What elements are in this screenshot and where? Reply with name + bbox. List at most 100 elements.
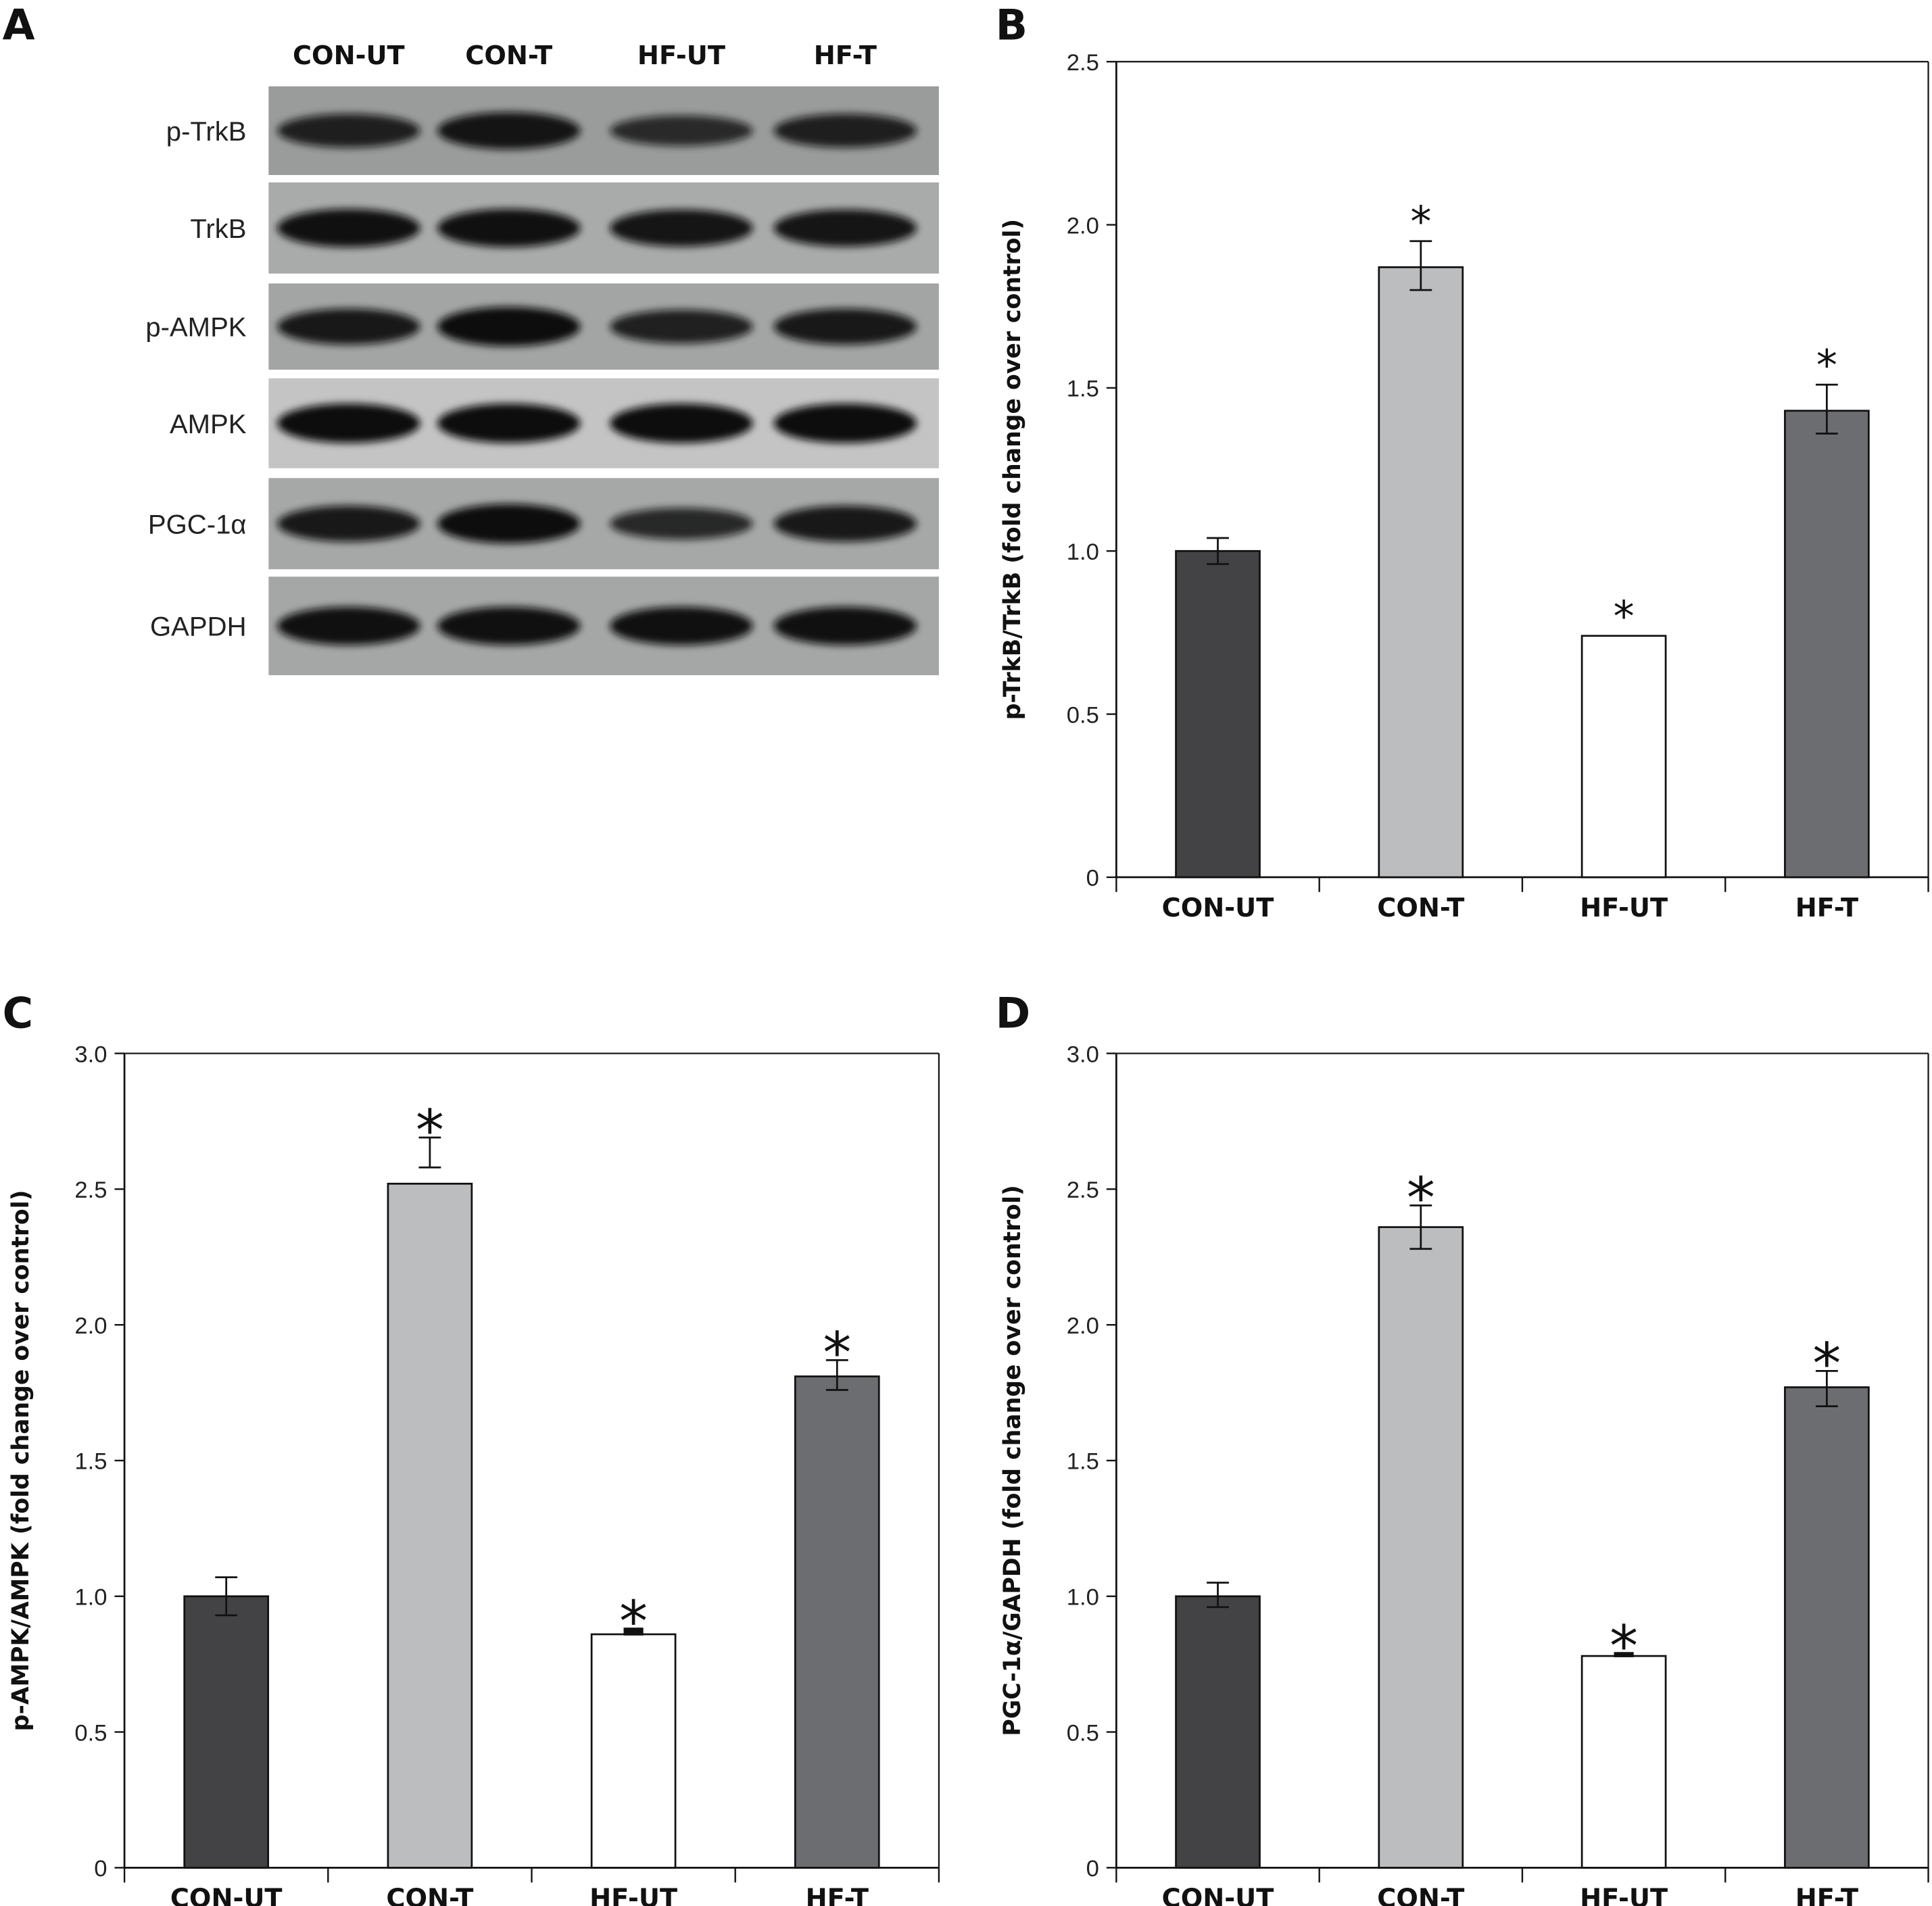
- y-tick-label: 1.0: [1067, 1585, 1099, 1611]
- y-tick-label: 0.5: [1067, 1720, 1099, 1746]
- blot-band: [277, 208, 420, 247]
- y-tick-label: 1.5: [1067, 376, 1099, 402]
- x-tick-label: CON-UT: [1162, 1884, 1274, 1906]
- significance-marker: *: [1407, 1165, 1435, 1231]
- significance-marker: *: [1410, 197, 1431, 246]
- y-axis-label: p-AMPK/AMPK (fold change over control): [7, 1190, 34, 1732]
- y-tick-label: 3.0: [74, 1042, 107, 1067]
- blot-band: [773, 606, 917, 645]
- blot-band: [773, 209, 917, 247]
- significance-marker: *: [416, 1097, 444, 1163]
- panel-label-d: D: [996, 988, 1030, 1037]
- y-axis-label: PGC-1α/GAPDH (fold change over control): [999, 1185, 1026, 1736]
- lane-label: CON-UT: [293, 41, 405, 71]
- bar-con-t: [387, 1182, 473, 1869]
- panel-label-c: C: [3, 988, 33, 1037]
- bar-hf-t: [1784, 410, 1870, 879]
- blot-row-label: GAPDH: [150, 612, 247, 642]
- bar-hf-ut: [1580, 1655, 1667, 1869]
- x-tick-label: HF-T: [1795, 1884, 1858, 1906]
- bar-hf-t: [1784, 1386, 1870, 1869]
- chart-c: 0 0.5 1.0 1.5 2.0 2.5 3.0 p-AMPK/AMPK (fold cha…: [7, 1042, 940, 1906]
- blot-band: [610, 115, 753, 146]
- significance-marker: *: [1610, 1613, 1638, 1679]
- blot-band: [277, 606, 420, 645]
- blot-band: [437, 306, 581, 347]
- blot-band: [277, 308, 420, 345]
- y-tick-label: 1.5: [74, 1449, 107, 1475]
- x-tick-label: HF-T: [1795, 893, 1858, 923]
- lane-label: CON-T: [465, 41, 552, 71]
- blot-band: [773, 506, 917, 542]
- bar-con-ut: [1175, 549, 1261, 879]
- blot-band: [610, 606, 753, 645]
- blot-row-label: AMPK: [170, 410, 247, 439]
- y-tick-label: 0.5: [1067, 702, 1099, 728]
- bar-hf-t: [794, 1375, 880, 1869]
- y-tick-label: 1.0: [74, 1585, 107, 1611]
- blot-band: [437, 112, 581, 149]
- significance-marker: *: [823, 1320, 851, 1386]
- western-blot: CON-UT CON-T HF-UT HF-T p-TrkB TrkB p-AMPK AMPK…: [145, 41, 939, 675]
- significance-marker: *: [1812, 1331, 1841, 1397]
- blot-band: [773, 114, 917, 148]
- y-tick-label: 2.5: [1067, 50, 1099, 76]
- blot-band: [437, 208, 581, 247]
- x-tick-label: HF-T: [806, 1884, 869, 1906]
- blot-band: [610, 508, 753, 540]
- y-tick-label: 2.0: [1067, 1313, 1099, 1339]
- bar-hf-ut: [590, 1633, 677, 1869]
- error-bar: [1614, 1652, 1634, 1657]
- y-tick-label: 1.5: [1067, 1449, 1099, 1475]
- y-tick-label: 0: [1086, 1856, 1099, 1882]
- lane-label: HF-T: [814, 41, 877, 71]
- y-tick-label: 0.5: [74, 1720, 107, 1746]
- bar-con-ut: [183, 1595, 270, 1869]
- blot-band: [277, 506, 420, 542]
- blot-band: [610, 209, 753, 247]
- y-axis-label: p-TrkB/TrkB (fold change over control): [999, 219, 1026, 720]
- panel-label-a: A: [3, 0, 35, 49]
- bar-con-t: [1378, 266, 1464, 879]
- y-tick-label: 2.0: [74, 1313, 107, 1339]
- panel-label-b: B: [996, 0, 1028, 49]
- blot-band: [277, 114, 420, 148]
- x-tick-label: HF-UT: [589, 1884, 677, 1906]
- blot-band: [437, 606, 581, 645]
- blot-band: [437, 404, 581, 443]
- bar-hf-ut: [1580, 635, 1667, 879]
- blot-row-label: p-TrkB: [166, 117, 247, 147]
- x-tick-label: CON-T: [1377, 1884, 1464, 1906]
- blot-band: [610, 404, 753, 443]
- x-tick-label: CON-UT: [170, 1884, 283, 1906]
- chart-b: 0 0.5 1.0 1.5 2.0 2.5 p-TrkB/TrkB (fold change…: [999, 50, 1929, 923]
- bar-con-ut: [1175, 1595, 1261, 1869]
- blot-band: [437, 504, 581, 543]
- significance-marker: *: [1614, 591, 1635, 641]
- blot-row-label: p-AMPK: [145, 313, 246, 343]
- y-tick-label: 0: [1086, 866, 1099, 891]
- x-tick-label: HF-UT: [1580, 1884, 1668, 1906]
- y-tick-label: 1.0: [1067, 539, 1099, 565]
- x-tick-label: CON-UT: [1162, 893, 1274, 923]
- blot-band: [773, 404, 917, 443]
- bar-con-t: [1378, 1226, 1464, 1869]
- blot-band: [773, 308, 917, 345]
- blot-band: [610, 310, 753, 344]
- significance-marker: *: [1816, 341, 1837, 390]
- lane-label: HF-UT: [637, 41, 725, 71]
- blot-band: [277, 404, 420, 443]
- blot-row-label: PGC-1α: [148, 510, 247, 539]
- y-tick-label: 0: [94, 1856, 107, 1882]
- blot-row-label: TrkB: [190, 214, 246, 244]
- chart-d: 0 0.5 1.0 1.5 2.0 2.5 3.0 PGC-1α/GAPDH (fold ch…: [999, 1042, 1929, 1906]
- x-tick-label: CON-T: [1377, 893, 1464, 923]
- y-tick-label: 2.5: [74, 1177, 107, 1203]
- x-tick-label: HF-UT: [1580, 893, 1668, 923]
- y-tick-label: 3.0: [1067, 1042, 1099, 1067]
- y-tick-label: 2.5: [1067, 1177, 1099, 1203]
- y-tick-label: 2.0: [1067, 213, 1099, 239]
- significance-marker: *: [619, 1588, 648, 1655]
- x-tick-label: CON-T: [386, 1884, 473, 1906]
